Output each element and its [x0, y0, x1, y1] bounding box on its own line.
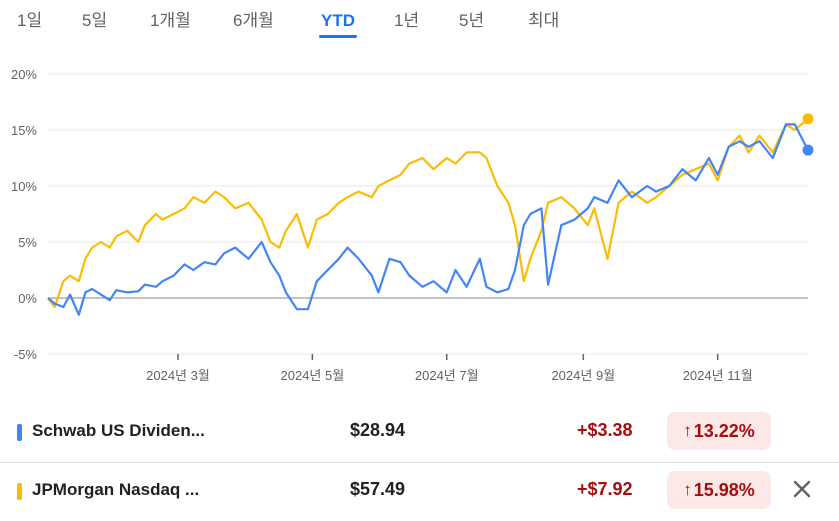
x-tick-label: 2024년 9월: [551, 368, 615, 383]
tab-1m[interactable]: 1개월: [150, 11, 191, 30]
close-icon[interactable]: [790, 477, 814, 501]
series-end-marker: [802, 144, 814, 156]
holding-price: $28.94: [350, 420, 406, 440]
y-tick-label: 15%: [11, 123, 37, 138]
tab-1y[interactable]: 1년: [394, 11, 420, 30]
tab-6m[interactable]: 6개월: [233, 11, 274, 30]
y-tick-label: 0%: [18, 291, 37, 306]
y-tick-label: 10%: [11, 179, 37, 194]
tab-ytd[interactable]: YTD: [319, 10, 357, 38]
tab-5y[interactable]: 5년: [459, 11, 485, 30]
x-tick-label: 2024년 7월: [415, 368, 479, 383]
y-tick-label: 5%: [18, 235, 37, 250]
series-swatch: [17, 424, 22, 441]
y-tick-label: -5%: [14, 347, 38, 362]
percent-change-badge: ↑ 15.98%: [667, 471, 771, 509]
tab-max[interactable]: 최대: [528, 11, 560, 30]
comparison-chart: 20% 15% 10% 5% 0% -5% 2024년 3월 2024년 5월 2024년 7…: [11, 67, 814, 383]
percent-change-value: 13.22%: [693, 420, 755, 441]
holding-row[interactable]: Schwab US Dividen... $28.94 +$3.38 ↑ 13.…: [0, 404, 839, 462]
tab-1d[interactable]: 1일: [17, 11, 43, 30]
tab-5d[interactable]: 5일: [82, 11, 108, 30]
holding-row[interactable]: JPMorgan Nasdaq ... $57.49 +$7.92 ↑ 15.9…: [0, 462, 839, 521]
holding-change: +$7.92: [577, 479, 633, 499]
series-end-marker: [802, 113, 814, 125]
arrow-up-icon: ↑: [683, 480, 692, 499]
grid-lines: [48, 73, 808, 355]
series-line: [47, 117, 809, 309]
x-tick-label: 2024년 3월: [146, 368, 210, 383]
range-tabs: 1일 5일 1개월 6개월 YTD 1년 5년 최대: [0, 0, 839, 44]
holding-change: +$3.38: [577, 420, 633, 440]
arrow-up-icon: ↑: [683, 421, 692, 440]
percent-change-badge: ↑ 13.22%: [667, 412, 771, 450]
y-tick-label: 20%: [11, 67, 37, 82]
holding-name: Schwab US Dividen...: [32, 421, 205, 440]
percent-change-value: 15.98%: [693, 479, 755, 500]
holding-name: JPMorgan Nasdaq ...: [32, 480, 200, 499]
x-tick-label: 2024년 11월: [683, 368, 753, 383]
x-axis: 2024년 3월 2024년 5월 2024년 7월 2024년 9월 2024년 11…: [146, 354, 753, 383]
series-line: [47, 123, 809, 316]
x-tick-label: 2024년 5월: [281, 368, 345, 383]
series-lines: [47, 113, 814, 316]
holding-price: $57.49: [350, 479, 406, 499]
y-axis: 20% 15% 10% 5% 0% -5%: [11, 67, 37, 362]
series-swatch: [17, 483, 22, 500]
